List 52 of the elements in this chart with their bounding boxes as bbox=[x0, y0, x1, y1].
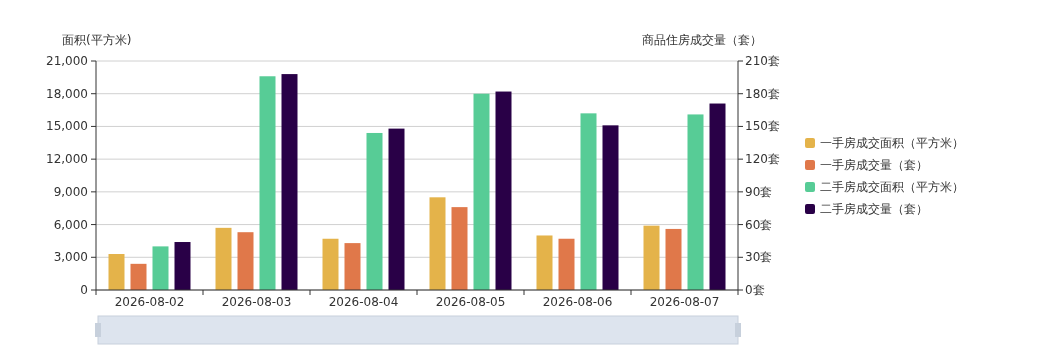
y2-tick-label: 210套 bbox=[745, 54, 780, 68]
bar bbox=[709, 103, 726, 290]
bar bbox=[495, 91, 512, 290]
bar bbox=[237, 232, 254, 290]
bar bbox=[130, 263, 147, 290]
bar bbox=[281, 74, 298, 290]
legend-label: 一手房成交面积（平方米） bbox=[820, 136, 964, 150]
y2-tick-label: 90套 bbox=[745, 184, 773, 199]
y-axis-title: 面积(平方米) bbox=[62, 33, 132, 47]
bar bbox=[366, 132, 383, 290]
bar bbox=[215, 227, 232, 290]
bar bbox=[259, 76, 276, 290]
bar bbox=[108, 254, 125, 290]
bar bbox=[602, 125, 619, 290]
bar bbox=[536, 235, 553, 290]
x-tick-label: 2026-08-02 bbox=[114, 295, 185, 309]
bar bbox=[643, 225, 660, 290]
y-tick-label: 6,000 bbox=[53, 217, 88, 232]
bar bbox=[687, 114, 704, 290]
bar bbox=[580, 113, 597, 290]
x-tick-label: 2026-08-05 bbox=[435, 295, 506, 309]
y-tick-label: 12,000 bbox=[46, 152, 88, 167]
y2-tick-label: 120套 bbox=[745, 152, 780, 167]
y2-tick-label: 150套 bbox=[745, 119, 780, 134]
bar bbox=[322, 238, 339, 290]
bar bbox=[429, 197, 446, 290]
legend-label: 一手房成交量（套） bbox=[820, 158, 928, 172]
legend-label: 二手房成交量（套） bbox=[820, 202, 928, 216]
x-tick-label: 2026-08-07 bbox=[649, 295, 720, 309]
y-tick-label: 18,000 bbox=[46, 86, 88, 101]
bar bbox=[473, 93, 490, 290]
y2-axis-title: 商品住房成交量（套） bbox=[642, 33, 762, 47]
y-tick-label: 15,000 bbox=[46, 119, 88, 134]
x-tick-label: 2026-08-06 bbox=[542, 295, 613, 309]
bar bbox=[174, 242, 191, 290]
bar bbox=[152, 246, 169, 290]
bar bbox=[665, 228, 682, 290]
x-tick-label: 2026-08-03 bbox=[221, 295, 292, 309]
y-tick-label: 3,000 bbox=[53, 250, 88, 265]
y2-tick-label: 30套 bbox=[745, 250, 773, 265]
y-tick-label: 9,000 bbox=[53, 184, 88, 199]
y2-tick-label: 60套 bbox=[745, 217, 773, 232]
bar bbox=[558, 238, 575, 290]
y-tick-label: 0 bbox=[80, 283, 88, 297]
x-tick-label: 2026-08-04 bbox=[328, 295, 399, 309]
y2-tick-label: 180套 bbox=[745, 86, 780, 101]
bar bbox=[451, 207, 468, 290]
bar bbox=[388, 128, 405, 290]
y2-tick-label: 0套 bbox=[745, 283, 765, 297]
legend-label: 二手房成交面积（平方米） bbox=[820, 180, 964, 194]
bar bbox=[344, 243, 361, 290]
y-tick-label: 21,000 bbox=[46, 54, 88, 68]
